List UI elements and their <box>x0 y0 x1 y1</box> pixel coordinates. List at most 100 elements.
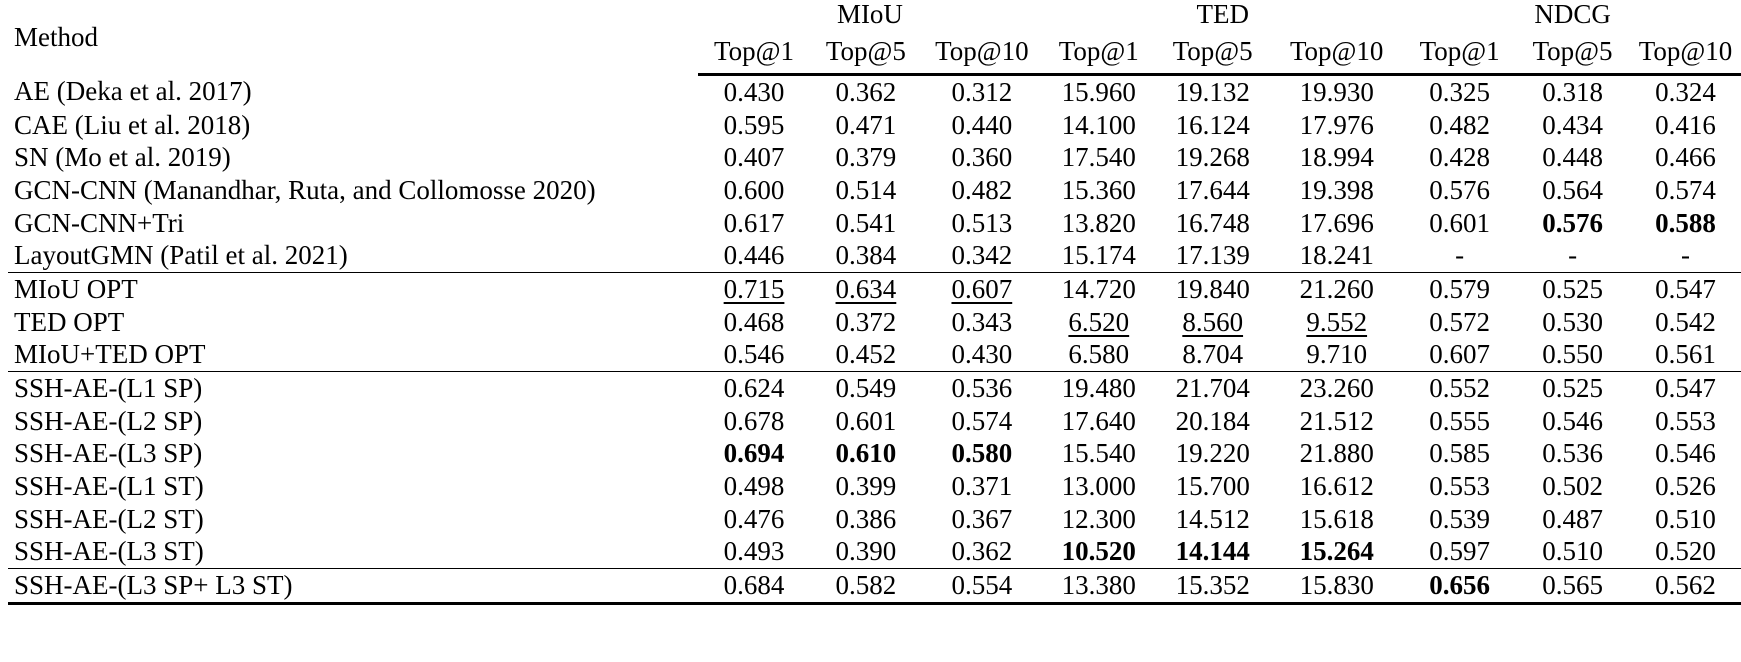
value-cell: 14.720 <box>1042 272 1156 306</box>
table-row: SSH-AE-(L3 SP+ L3 ST) 0.684 0.582 0.554 13.3… <box>8 568 1741 605</box>
value-text: 0.371 <box>951 471 1013 502</box>
value-text: 21.880 <box>1299 438 1374 469</box>
value-cell: 0.610 <box>810 438 921 471</box>
value-cell: 0.585 <box>1403 438 1516 471</box>
value-text: 0.542 <box>1655 306 1716 337</box>
group-header-ted: TED <box>1196 0 1250 29</box>
value-text: 0.407 <box>723 142 785 173</box>
value-text: 0.390 <box>835 536 897 567</box>
value-cell: 0.715 <box>697 272 811 306</box>
value-cell: 0.324 <box>1629 75 1741 109</box>
value-cell: 15.540 <box>1042 438 1155 471</box>
table-row: CAE (Liu et al. 2018) 0.595 0.471 0.440 14.1… <box>8 109 1741 142</box>
method-cell: MIoU OPT <box>8 272 698 306</box>
method-cell: TED OPT <box>14 306 125 337</box>
value-cell: 19.480 <box>1042 371 1156 405</box>
value-cell: 15.960 <box>1042 75 1155 109</box>
method-cell: GCN-CNN+Tri <box>14 207 185 238</box>
value-cell: 0.390 <box>810 536 921 569</box>
value-text: 0.399 <box>835 471 897 502</box>
value-cell: 0.601 <box>810 405 921 438</box>
value-text: 13.380 <box>1061 570 1136 601</box>
method-column-header: Method <box>14 22 98 53</box>
value-cell: 21.880 <box>1270 438 1403 471</box>
value-cell: 0.343 <box>921 306 1042 339</box>
value-cell: 16.612 <box>1270 470 1403 503</box>
method-cell: SSH-AE-(L3 SP) <box>14 438 203 469</box>
subheader-ndcg-top1: Top@1 <box>1403 29 1517 76</box>
value-cell: 0.434 <box>1516 109 1629 142</box>
value-text: 0.367 <box>951 503 1013 534</box>
value-cell: 0.541 <box>810 207 921 240</box>
method-cell: AE (Deka et al. 2017) <box>14 76 252 107</box>
value-text: 0.536 <box>951 373 1013 404</box>
value-cell: 19.840 <box>1155 272 1271 306</box>
subheader-miou-top1: Top@1 <box>697 29 811 76</box>
table-row: SSH-AE-(L2 SP) 0.678 0.601 0.574 17.640 20.18… <box>8 405 1741 438</box>
value-text: 13.820 <box>1061 207 1136 238</box>
value-cell: 0.624 <box>697 371 811 405</box>
value-cell: 0.601 <box>1403 207 1516 240</box>
value-cell: 0.514 <box>810 174 921 207</box>
value-cell: 0.574 <box>1629 174 1741 207</box>
table-row: GCN-CNN (Manandhar, Ruta, and Collomosse… <box>8 174 1741 207</box>
value-text: 0.448 <box>1542 142 1603 173</box>
value-text: 19.132 <box>1175 76 1250 107</box>
value-text: 0.360 <box>951 142 1013 173</box>
value-cell: 0.576 <box>1403 174 1516 207</box>
value-text: 23.260 <box>1299 373 1374 404</box>
value-text: - <box>1568 240 1578 271</box>
value-text: 0.553 <box>1429 471 1491 502</box>
value-text: 0.325 <box>1429 76 1491 107</box>
value-text: 9.710 <box>1306 339 1368 370</box>
value-cell: 17.540 <box>1042 141 1155 174</box>
method-cell: LayoutGMN (Patil et al. 2021) <box>14 240 348 271</box>
value-text: 0.312 <box>951 76 1013 107</box>
table-section: MIoU OPT 0.715 0.634 0.607 14.720 19.840 21.26… <box>8 272 1741 372</box>
value-text: 0.601 <box>835 405 897 436</box>
value-text: 0.530 <box>1542 306 1603 337</box>
value-text: 0.585 <box>1429 438 1491 469</box>
value-cell: 12.300 <box>1042 503 1155 536</box>
value-cell: 20.184 <box>1155 405 1270 438</box>
value-text: 0.597 <box>1429 536 1491 567</box>
value-cell: 0.536 <box>921 371 1043 405</box>
value-text: 0.510 <box>1655 503 1716 534</box>
value-text: 0.471 <box>835 109 897 140</box>
value-text: 0.498 <box>723 471 785 502</box>
value-cell: 0.539 <box>1403 503 1516 536</box>
value-text: 0.694 <box>723 438 785 469</box>
value-cell: 0.552 <box>1403 371 1517 405</box>
value-cell: 17.640 <box>1042 405 1155 438</box>
value-text: 0.514 <box>835 174 897 205</box>
value-text: 0.554 <box>951 570 1013 601</box>
value-cell: 0.562 <box>1629 568 1741 605</box>
value-text: 0.539 <box>1429 503 1491 534</box>
value-text: 0.546 <box>1655 438 1716 469</box>
value-cell: 17.644 <box>1155 174 1270 207</box>
value-text: 14.100 <box>1061 109 1136 140</box>
value-text: 0.574 <box>1655 174 1716 205</box>
value-cell: 0.513 <box>921 207 1042 240</box>
table-row: LayoutGMN (Patil et al. 2021) 0.446 0.384 0… <box>8 239 1741 272</box>
value-text: 0.520 <box>1655 536 1716 567</box>
value-text: 0.553 <box>1655 405 1716 436</box>
method-cell: SSH-AE-(L1 ST) <box>14 471 204 502</box>
table-section: SSH-AE-(L1 SP) 0.624 0.549 0.536 19.480 21.70… <box>8 371 1741 569</box>
value-cell: 0.452 <box>810 339 921 372</box>
value-cell: 15.830 <box>1270 568 1404 605</box>
value-cell: 0.576 <box>1516 207 1629 240</box>
value-text: 6.580 <box>1068 339 1130 370</box>
value-text: - <box>1455 240 1465 271</box>
value-cell: 0.547 <box>1629 272 1741 306</box>
value-text: 21.260 <box>1299 273 1374 304</box>
value-text: - <box>1681 240 1691 271</box>
value-text: 0.476 <box>723 503 785 534</box>
value-text: 0.564 <box>1542 174 1603 205</box>
subheader-ndcg-top5: Top@5 <box>1516 29 1630 76</box>
value-text: 0.466 <box>1655 142 1716 173</box>
value-text: 0.541 <box>835 207 897 238</box>
value-text: 16.124 <box>1175 109 1250 140</box>
value-cell: 0.574 <box>921 405 1042 438</box>
value-text: 0.565 <box>1542 570 1603 601</box>
